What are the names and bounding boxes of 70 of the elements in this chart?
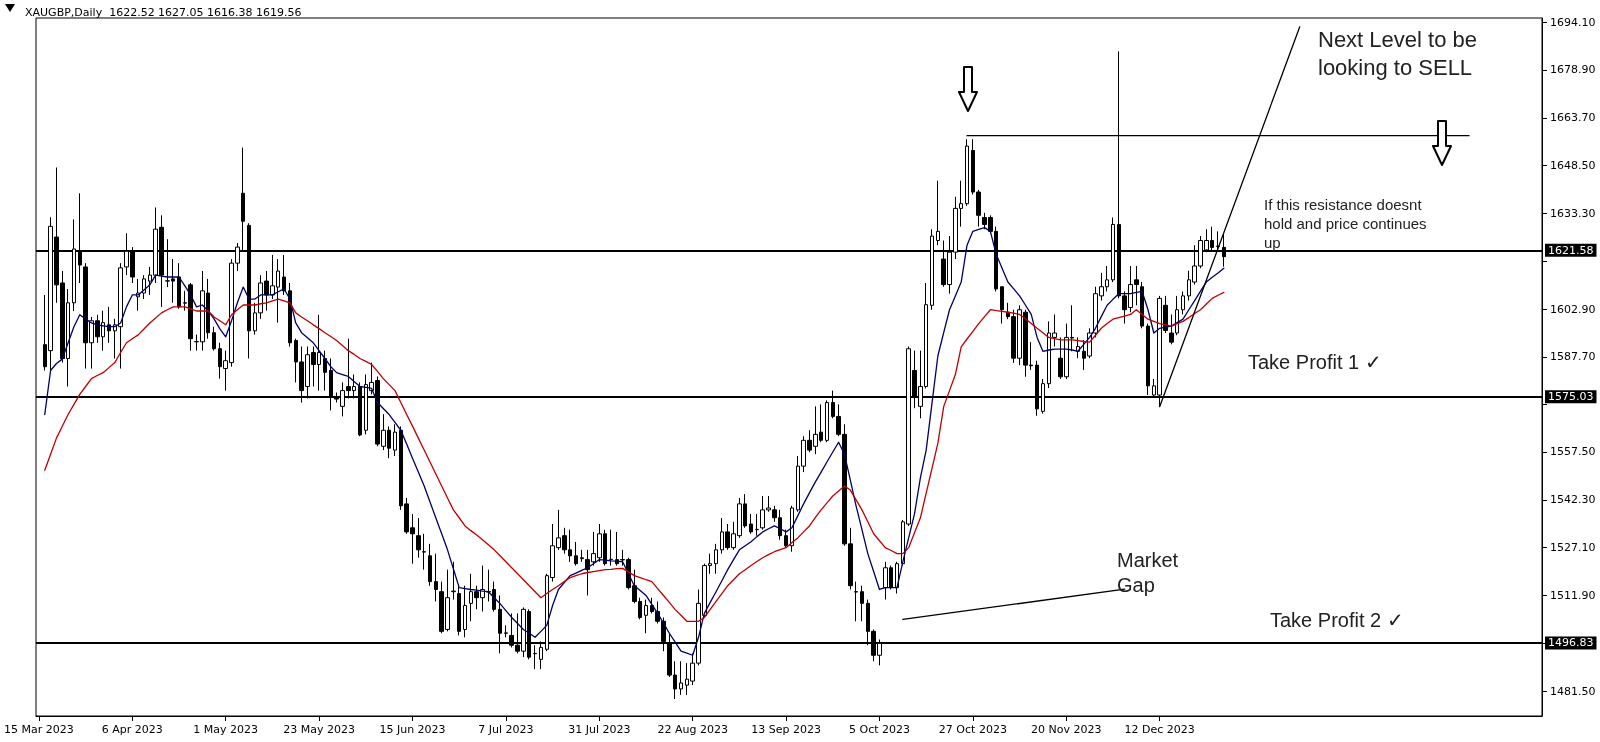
x-tick-label: 7 Jul 2023 (478, 723, 534, 736)
candlestick (422, 533, 426, 571)
candlestick (784, 529, 788, 549)
candlestick (825, 399, 829, 443)
candlestick (936, 180, 940, 246)
line-series (44, 291, 1225, 622)
candlestick (504, 624, 508, 638)
y-tick-label: 1587.70 (1550, 350, 1596, 364)
candlestick (177, 262, 181, 310)
y-tick-label: 1663.70 (1550, 111, 1596, 125)
candlestick (609, 529, 613, 567)
x-tick-label: 15 Mar 2023 (4, 723, 74, 736)
candlestick (323, 350, 327, 392)
y-tick-label: 1542.30 (1550, 493, 1596, 507)
annotation: Take Profit 1 ✓ (1248, 350, 1383, 375)
x-tick-label: 15 Jun 2023 (379, 723, 446, 736)
ref-line-label: 1575.03 (1548, 390, 1594, 404)
candlestick (580, 549, 584, 563)
line-series (44, 226, 1225, 656)
candlestick (574, 541, 578, 567)
y-tick-label: 1648.50 (1550, 159, 1596, 173)
candlestick (288, 282, 292, 348)
x-tick-label: 31 Jul 2023 (568, 723, 631, 736)
candlestick (142, 274, 146, 300)
annotation: Take Profit 2 ✓ (1270, 608, 1405, 633)
y-tick-label: 1602.90 (1550, 302, 1596, 316)
candlestick (416, 517, 421, 559)
candlestick (457, 585, 461, 636)
candlestick (463, 585, 467, 638)
y-tick-label: 1511.90 (1550, 588, 1596, 602)
ref-line-label: 1496.83 (1548, 636, 1594, 650)
x-tick-label: 1 May 2023 (193, 723, 259, 736)
candlestick (679, 660, 683, 696)
candlestick (451, 561, 456, 601)
candlestick (428, 543, 432, 587)
y-tick-label: 1633.30 (1550, 206, 1596, 220)
candlestick (644, 599, 648, 634)
candlestick (714, 543, 718, 575)
x-tick-label: 22 Aug 2023 (657, 723, 728, 736)
annotation: Next Level to be looking to SELL (1318, 26, 1478, 81)
candlestick (107, 306, 111, 344)
candlestick (212, 326, 216, 352)
y-tick-label: 1678.90 (1550, 63, 1596, 77)
candlestick (282, 254, 286, 296)
candlestick (434, 553, 438, 602)
y-tick-label: 1557.50 (1550, 445, 1596, 459)
y-tick-label: 1481.50 (1550, 684, 1596, 698)
ref-line-label: 1621.58 (1548, 243, 1594, 257)
chart-title: XAUGBP,Daily 1622.52 1627.05 1616.38 1619.56 (25, 6, 302, 19)
candlestick (1216, 230, 1220, 251)
y-tick-label: 1694.10 (1550, 15, 1596, 29)
candlestick (965, 138, 969, 207)
x-tick-label: 5 Oct 2023 (848, 723, 910, 736)
x-tick-label: 6 Apr 2023 (101, 723, 163, 736)
annotation: Market Gap (1117, 548, 1180, 598)
candlestick (1076, 336, 1080, 359)
x-tick-label: 27 Oct 2023 (938, 723, 1007, 736)
x-tick-label: 20 Nov 2023 (1031, 723, 1102, 736)
candlestick (749, 513, 753, 535)
annotation: If this resistance doesnt hold and price continues up (1264, 196, 1428, 253)
x-tick-label: 12 Dec 2023 (1124, 723, 1195, 736)
y-tick-label: 1527.10 (1550, 541, 1596, 555)
candlestick (393, 423, 397, 457)
candlestick (860, 585, 864, 622)
candlestick (1000, 286, 1004, 325)
candlestick (755, 513, 759, 537)
candlestick (854, 581, 858, 622)
x-tick-label: 13 Sep 2023 (751, 723, 821, 736)
x-tick-label: 23 May 2023 (283, 723, 355, 736)
candlestick (1181, 290, 1185, 315)
